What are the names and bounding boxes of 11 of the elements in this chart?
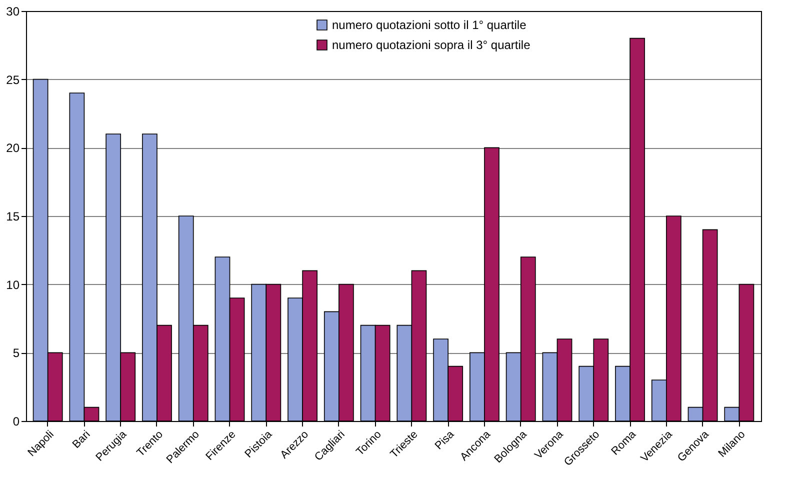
legend-label: numero quotazioni sopra il 3° quartile — [332, 38, 531, 52]
y-tick-label: 5 — [12, 346, 20, 360]
y-tick-label: 30 — [6, 4, 20, 18]
y-tick-label: 25 — [6, 72, 20, 87]
y-tick-label: 15 — [6, 210, 20, 224]
x-tick-label: Pisa — [432, 428, 458, 452]
legend-label: numero quotazioni sotto il 1° quartile — [332, 18, 527, 32]
y-tick-label: 0 — [12, 414, 20, 428]
y-tick-label: 20 — [6, 141, 20, 156]
x-tick-label: Bari — [70, 428, 93, 451]
y-tick-label: 10 — [6, 278, 20, 292]
